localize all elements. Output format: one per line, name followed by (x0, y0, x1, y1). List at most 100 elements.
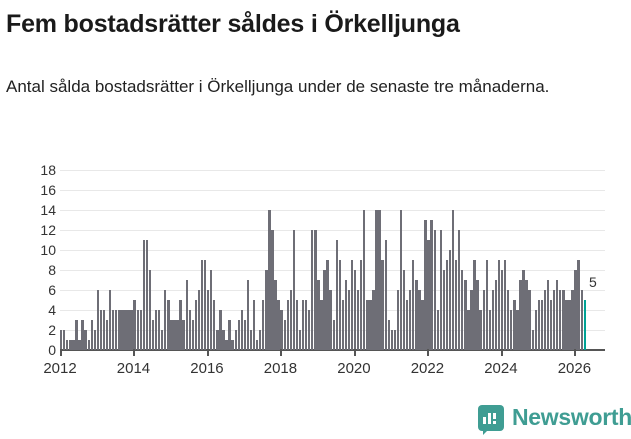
bar (265, 270, 268, 350)
bar (90, 320, 93, 350)
bar (415, 280, 418, 350)
x-axis-baseline (60, 349, 605, 351)
bar (326, 260, 329, 350)
x-axis-tick-label: 2014 (116, 360, 151, 377)
bar (206, 290, 210, 350)
bar (565, 300, 568, 350)
bar (464, 280, 467, 350)
bar (308, 310, 311, 350)
bar (274, 280, 277, 350)
bar (427, 240, 430, 350)
x-axis-tick (280, 349, 283, 356)
gridline (60, 310, 605, 311)
bar (314, 230, 317, 350)
bar (200, 260, 204, 350)
bar (562, 290, 565, 350)
logo-text: Newsworthy (512, 404, 631, 430)
bar (115, 310, 118, 350)
bar (479, 310, 482, 350)
logo-bar-2 (488, 412, 491, 424)
logo-bar-3 (493, 412, 496, 419)
bar (476, 280, 479, 350)
bar (503, 260, 507, 350)
bar (151, 320, 155, 350)
bar (332, 320, 335, 350)
gridline (60, 170, 605, 171)
chart-subtitle: Antal sålda bostadsrätter i Örkelljunga … (6, 77, 550, 96)
bar (482, 290, 485, 350)
bar (139, 310, 142, 350)
gridline (60, 290, 605, 291)
x-axis-tick (353, 349, 356, 356)
gridline (60, 230, 605, 231)
x-axis-tick-label: 2022 (410, 360, 445, 377)
bar (363, 210, 366, 350)
y-axis-labels: 0 2 4 6 8 10 12 14 16 18 (0, 155, 56, 365)
bar (304, 300, 308, 350)
bar (531, 330, 534, 350)
bar (176, 320, 179, 350)
bar (240, 310, 244, 350)
bar (445, 260, 449, 350)
x-axis-tick (500, 349, 503, 356)
bar (87, 340, 90, 350)
y-axis-tick-label: 4 (48, 302, 56, 318)
newsworthy-logo: Newsworthy (478, 404, 631, 435)
bar (516, 310, 519, 350)
bar (191, 320, 195, 350)
bar (66, 340, 69, 350)
bar (353, 270, 357, 350)
gridline (60, 270, 605, 271)
bar (500, 270, 504, 350)
bar (559, 290, 562, 350)
bar (433, 230, 436, 350)
bar (393, 330, 397, 350)
bar (145, 240, 149, 350)
bar (409, 290, 412, 350)
bar (552, 290, 556, 350)
bar (63, 330, 66, 350)
bar (182, 320, 185, 350)
bar (78, 340, 81, 350)
bar (295, 300, 299, 350)
bar (556, 280, 559, 350)
bar (127, 310, 130, 350)
bar (289, 290, 292, 350)
bar (252, 300, 256, 350)
bar (317, 280, 320, 350)
x-axis-tick (133, 349, 136, 356)
gridline (60, 250, 605, 251)
bar (320, 300, 323, 350)
bar (497, 260, 501, 350)
bar (577, 260, 580, 350)
bar (338, 260, 341, 350)
x-axis-tick (427, 349, 430, 356)
bar (84, 330, 87, 350)
logo-bar-1 (483, 416, 486, 424)
bar (347, 290, 351, 350)
bar (519, 280, 522, 350)
bar (124, 310, 127, 350)
bar (525, 280, 528, 350)
bar (136, 310, 139, 350)
bar (69, 340, 72, 350)
bar (442, 270, 446, 350)
bar (99, 310, 103, 350)
bar (96, 290, 100, 350)
bar (194, 300, 198, 350)
bar (249, 330, 253, 350)
bar (188, 310, 191, 350)
bar (167, 300, 170, 350)
bar (574, 270, 577, 350)
bar (283, 320, 286, 350)
bar (164, 290, 167, 350)
bar (513, 300, 516, 350)
logo-dot (493, 420, 496, 424)
bar (170, 320, 173, 350)
bar (369, 300, 372, 350)
bar (405, 300, 409, 350)
bar (540, 300, 544, 350)
bar (430, 220, 433, 350)
bar (268, 210, 271, 350)
bar (173, 320, 176, 350)
